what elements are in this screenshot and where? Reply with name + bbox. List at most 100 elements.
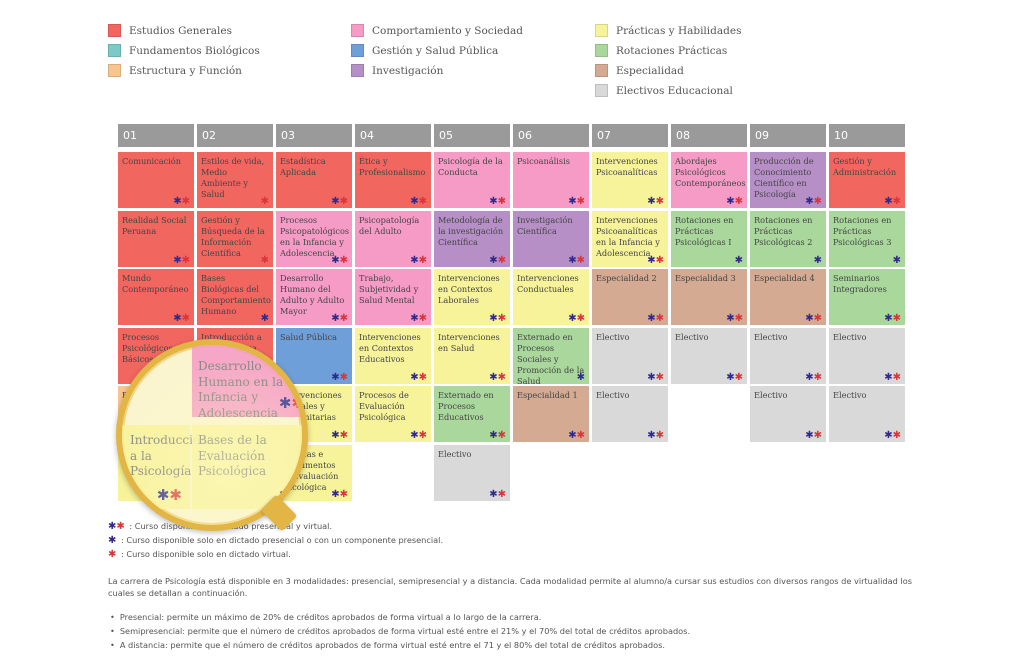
course-cell[interactable]: Comunicación ✱✱ — [118, 152, 194, 208]
course-cell[interactable]: Electivo ✱✱ — [750, 327, 826, 384]
course-cell[interactable]: Procesos Psicopatológicos en la Infancia… — [276, 210, 352, 267]
presencial-star-icon: ✱ — [108, 535, 117, 546]
course-cell[interactable]: Desarrollo Humano del Adulto y Adulto Ma… — [276, 269, 352, 326]
course-cell[interactable]: Intervenciones Psicoanalíticas ✱✱ — [592, 152, 668, 208]
course-cell[interactable]: Intervenciones en Contextos Laborales ✱✱ — [434, 269, 510, 326]
course-cell[interactable]: Especialidad 2 ✱✱ — [592, 269, 668, 326]
course-cell[interactable]: Investigación Científica ✱✱ — [513, 210, 589, 267]
course-cell[interactable]: Procesos de Evaluación Psicológica ✱✱ — [355, 386, 431, 443]
course-cell[interactable]: Electivo ✱✱ — [750, 386, 826, 443]
virtual-star-icon: ✱ — [339, 196, 348, 207]
course-cell[interactable]: Gestión y Administración ✱✱ — [829, 152, 905, 208]
course-label: Desarrollo Humano del Adulto y Adulto Ma… — [280, 273, 345, 317]
modality-stars: ✱✱ — [489, 314, 506, 324]
modality-stars: ✱✱ — [568, 254, 585, 266]
course-cell[interactable]: Externado en Procesos Educativos ✱✱ — [434, 386, 510, 443]
course-cell[interactable]: Intervenciones Psicoanalíticas en la Inf… — [592, 210, 668, 267]
legend-item: Estructura y Función — [108, 64, 242, 77]
course-cell[interactable]: Gestión y Búsqueda de la Información Cie… — [197, 210, 273, 267]
course-label: Rotaciones en Prácticas Psicológicas 3 — [833, 214, 892, 247]
course-cell[interactable]: Psicopatología del Adulto ✱✱ — [355, 210, 431, 267]
virtual-star-icon: ✱ — [813, 196, 822, 207]
course-cell[interactable]: Psicoanálisis ✱✱ — [513, 152, 589, 208]
course-label: Psicopatología del Adulto — [359, 214, 420, 236]
presencial-star-icon: ✱ — [726, 196, 735, 207]
virtual-star-icon: ✱ — [576, 196, 585, 207]
course-cell[interactable]: Intervenciones en Contextos Educativos ✱✱ — [355, 327, 431, 384]
course-cell[interactable]: Abordajes Psicológicos Contemporáneos ✱✱ — [671, 152, 747, 208]
virtual-star-icon: ✱ — [497, 313, 506, 325]
course-cell[interactable]: Bases Biológicas del Comportamiento Huma… — [197, 269, 273, 326]
modality-stars: ✱✱ — [410, 431, 427, 441]
semester-header: 02 — [197, 124, 273, 147]
semester-header: 03 — [276, 124, 352, 147]
course-cell[interactable]: Intervenciones Conductuales ✱✱ — [513, 269, 589, 326]
course-cell[interactable]: Producción de Conocimiento Científico en… — [750, 152, 826, 208]
magnified-course: Introducción a la Psicología ✱✱ — [122, 425, 208, 509]
legend-label: Prácticas y Habilidades — [616, 24, 742, 37]
note-line: ✱ : Curso disponible solo en dictado vir… — [108, 549, 291, 560]
course-cell[interactable]: Estadística Aplicada ✱✱ — [276, 152, 352, 208]
course-cell[interactable]: Electivo ✱✱ — [592, 386, 668, 443]
legend-item: Comportamiento y Sociedad — [351, 24, 523, 37]
presencial-star-icon: ✱ — [173, 196, 182, 207]
modality-stars: ✱✱ — [108, 521, 125, 532]
virtual-star-icon: ✱ — [813, 313, 822, 325]
course-label: Especialidad 2 — [596, 273, 657, 284]
presencial-star-icon: ✱ — [884, 313, 893, 325]
course-cell[interactable]: Estilos de vida, Medio Ambiente y Salud ✱ — [197, 152, 273, 208]
virtual-star-icon: ✱ — [108, 549, 117, 560]
course-label: Producción de Conocimiento Científico en… — [754, 156, 814, 199]
virtual-star-icon: ✱ — [181, 254, 190, 266]
presencial-star-icon: ✱ — [410, 313, 419, 325]
course-cell[interactable]: Electivo ✱✱ — [829, 386, 905, 443]
virtual-star-icon: ✱ — [813, 371, 822, 383]
virtual-star-icon: ✱ — [655, 254, 664, 266]
legend-swatch — [351, 24, 364, 37]
presencial-star-icon: ✱ — [489, 254, 498, 266]
semester-header: 09 — [750, 124, 826, 147]
legend-label: Investigación — [372, 64, 444, 77]
course-cell[interactable]: Electivo ✱✱ — [671, 327, 747, 384]
presencial-star-icon: ✱ — [647, 313, 656, 325]
course-cell[interactable]: Especialidad 1 ✱✱ — [513, 386, 589, 443]
semester-header: 06 — [513, 124, 589, 147]
course-cell[interactable]: Especialidad 4 ✱✱ — [750, 269, 826, 326]
presencial-star-icon: ✱ — [331, 254, 340, 266]
modality-stars: ✱✱ — [726, 372, 743, 383]
course-cell[interactable]: Electivo ✱✱ — [829, 327, 905, 384]
course-cell[interactable]: Metodología de la investigación Científi… — [434, 210, 510, 267]
modality-stars: ✱✱ — [157, 486, 182, 506]
course-cell[interactable]: Rotaciones en Prácticas Psicológicas 3 ✱ — [829, 210, 905, 267]
legend-label: Estructura y Función — [129, 64, 242, 77]
course-cell[interactable]: Ética y Profesionalismo ✱✱ — [355, 152, 431, 208]
modality-stars: ✱ — [735, 255, 743, 266]
course-label: Realidad Social Peruana — [122, 214, 187, 236]
modality-stars: ✱✱ — [279, 486, 302, 506]
course-cell[interactable]: Rotaciones en Prácticas Psicológicas 2 ✱ — [750, 210, 826, 267]
virtual-star-icon: ✱ — [576, 254, 585, 266]
modality-stars: ✱ — [261, 255, 269, 266]
presencial-star-icon: ✱ — [647, 196, 656, 207]
legend-item: Prácticas y Habilidades — [595, 24, 741, 37]
virtual-star-icon: ✱ — [418, 313, 427, 325]
presencial-star-icon: ✱ — [331, 313, 340, 325]
course-label: Abordajes Psicológicos Contemporáneos — [675, 156, 746, 188]
course-cell[interactable]: Rotaciones en Prácticas Psicológicas I ✱ — [671, 210, 747, 267]
legend-swatch — [108, 64, 121, 77]
course-cell[interactable]: Externado en Procesos Sociales y Promoci… — [513, 327, 589, 384]
course-cell[interactable]: Intervenciones en Salud ✱✱ — [434, 327, 510, 384]
course-cell[interactable]: Electivo ✱✱ — [434, 445, 510, 501]
course-cell[interactable]: Psicología de la Conducta ✱✱ — [434, 152, 510, 208]
presencial-star-icon: ✱ — [568, 196, 577, 207]
course-cell[interactable]: Especialidad 3 ✱✱ — [671, 269, 747, 326]
course-label: Procesos Psicopatológicos en la Infancia… — [280, 214, 350, 258]
course-cell[interactable]: Trabajo, Subjetividad y Salud Mental ✱✱ — [355, 269, 431, 326]
course-cell[interactable]: Seminarios Integradores ✱✱ — [829, 269, 905, 326]
legend: Estudios Generales Fundamentos Biológicos… — [108, 24, 808, 104]
course-cell[interactable]: Mundo Contemporáneo ✱✱ — [118, 269, 194, 326]
course-cell[interactable]: Electivo ✱✱ — [592, 327, 668, 384]
modality-stars: ✱ — [577, 372, 585, 383]
course-cell[interactable]: Realidad Social Peruana ✱✱ — [118, 210, 194, 267]
course-label: Seminarios Integradores — [833, 273, 887, 295]
